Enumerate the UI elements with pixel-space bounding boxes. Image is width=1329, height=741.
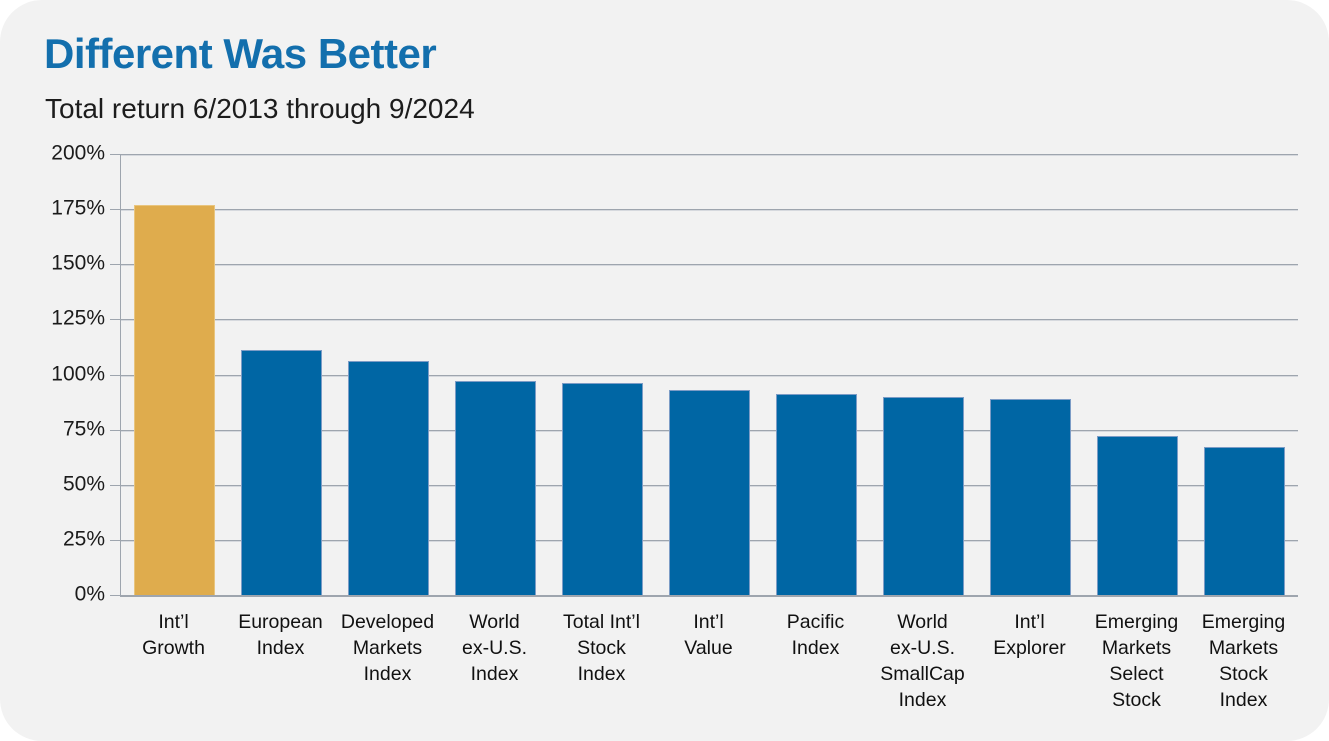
x-axis-label: World ex-U.S. SmallCap Index: [880, 611, 965, 711]
chart-title: Different Was Better: [44, 30, 437, 77]
x-axis-label: Int’l Growth: [142, 611, 205, 659]
gridline: [121, 319, 1298, 321]
chart-subtitle: Total return 6/2013 through 9/2024: [45, 93, 475, 124]
x-axis-label: Int’l Value: [684, 611, 733, 659]
bar: [348, 361, 429, 595]
y-tick: [110, 209, 120, 211]
gridline: [121, 209, 1298, 211]
x-axis-label: Int’l Explorer: [993, 611, 1066, 659]
bar: [776, 394, 857, 595]
bar: [1204, 447, 1285, 595]
y-axis-label: 100%: [51, 362, 105, 386]
y-axis-label: 200%: [51, 141, 105, 165]
bar: [455, 381, 536, 595]
gridline: [121, 264, 1298, 266]
bar: [883, 397, 964, 595]
y-tick: [110, 264, 120, 266]
bar: [241, 350, 322, 595]
x-axis-label: World ex-U.S. Index: [461, 611, 527, 685]
gridline: [121, 374, 1298, 376]
x-axis-label: Pacific Index: [786, 611, 845, 659]
bar: [1097, 436, 1178, 595]
bar: [669, 390, 750, 595]
gridline: [121, 154, 1298, 155]
y-axis-label: 0%: [74, 582, 105, 606]
y-tick: [110, 154, 120, 155]
x-axis-label: Emerging Markets Stock Index: [1201, 611, 1286, 711]
x-axis-labels: Int’l Growth European Index Developed Mark…: [120, 609, 1297, 729]
bar: [134, 205, 215, 595]
y-tick: [110, 595, 120, 596]
y-tick: [110, 484, 120, 486]
y-axis-label: 25%: [62, 527, 105, 551]
y-tick: [110, 374, 120, 376]
x-axis-label: European Index: [238, 611, 323, 659]
y-axis-label: 175%: [51, 196, 105, 220]
x-axis-label: Total Int’l Stock Index: [563, 611, 640, 685]
y-tick: [110, 429, 120, 431]
y-axis-label: 75%: [62, 417, 105, 441]
y-axis-label: 50%: [62, 472, 105, 496]
bar: [562, 383, 643, 595]
y-axis-label: 125%: [51, 306, 105, 330]
bar: [990, 399, 1071, 595]
y-axis-label: 150%: [51, 251, 105, 275]
x-axis-label: Emerging Markets Select Stock: [1094, 611, 1179, 711]
y-tick: [110, 539, 120, 541]
plot-area: [120, 154, 1298, 597]
x-axis-label: Developed Markets Index: [340, 611, 435, 685]
y-tick: [110, 319, 120, 321]
